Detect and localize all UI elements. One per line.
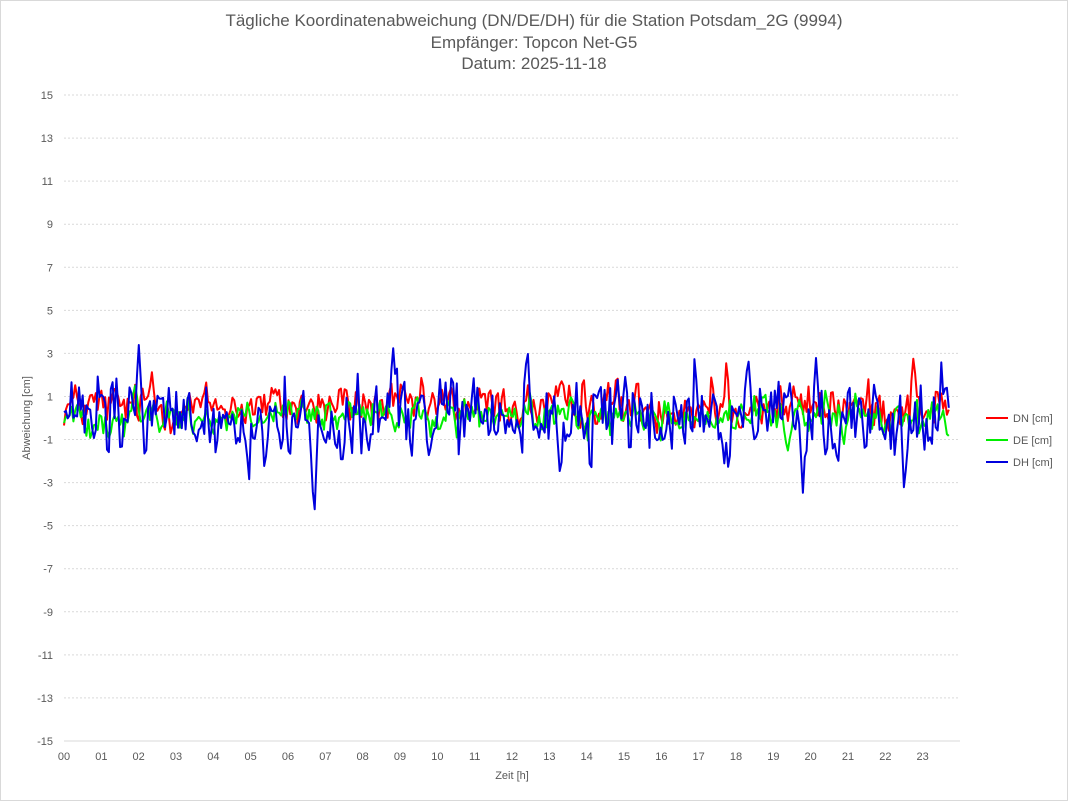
x-tick-label: 21 bbox=[842, 751, 854, 763]
y-tick-labels: 15 13 11 9 7 5 3 1 -1 -3 -5 -7 -9 -11 -13 -15 bbox=[37, 90, 53, 748]
x-tick-label: 10 bbox=[431, 751, 443, 763]
x-tick-labels: 00 01 02 03 04 05 06 07 08 09 10 11 12 13 14 15 16 17 18 19… bbox=[58, 751, 929, 763]
y-tick-label: 7 bbox=[47, 262, 53, 274]
gridlines bbox=[64, 94, 960, 742]
y-tick-label: -7 bbox=[43, 564, 53, 576]
x-tick-label: 16 bbox=[655, 751, 667, 763]
legend: DN [cm] DE [cm] DH [cm] bbox=[986, 413, 1053, 469]
x-tick-label: 02 bbox=[133, 751, 145, 763]
x-tick-label: 01 bbox=[95, 751, 107, 763]
chart-titles: Tägliche Koordinatenabweichung (DN/DE/DH… bbox=[0, 10, 1068, 75]
y-tick-label: -1 bbox=[43, 435, 53, 447]
x-tick-label: 05 bbox=[245, 751, 257, 763]
x-tick-label: 13 bbox=[543, 751, 555, 763]
x-axis-label: Zeit [h] bbox=[495, 770, 529, 782]
x-tick-label: 22 bbox=[879, 751, 891, 763]
y-tick-label: 11 bbox=[42, 176, 53, 188]
y-tick-label: 1 bbox=[47, 391, 53, 403]
x-tick-label: 23 bbox=[917, 751, 929, 763]
y-tick-label: -5 bbox=[43, 521, 53, 533]
y-tick-label: -13 bbox=[37, 693, 53, 705]
series-lines bbox=[63, 344, 950, 511]
y-tick-label: 9 bbox=[47, 219, 53, 231]
y-tick-label: 5 bbox=[47, 305, 53, 317]
chart-title: Tägliche Koordinatenabweichung (DN/DE/DH… bbox=[225, 11, 843, 30]
x-tick-label: 18 bbox=[730, 751, 742, 763]
y-axis-label: Abweichung [cm] bbox=[21, 376, 33, 460]
y-tick-label: -11 bbox=[38, 650, 53, 662]
x-tick-label: 17 bbox=[693, 751, 705, 763]
series-line-dh bbox=[63, 344, 950, 511]
y-tick-label: 13 bbox=[41, 133, 53, 145]
y-tick-label: -3 bbox=[43, 478, 53, 490]
x-tick-label: 14 bbox=[581, 751, 593, 763]
legend-label: DH [cm] bbox=[1013, 457, 1053, 469]
series-line-dn bbox=[63, 357, 950, 435]
x-tick-label: 09 bbox=[394, 751, 406, 763]
legend-label: DN [cm] bbox=[1013, 413, 1053, 425]
x-tick-label: 07 bbox=[319, 751, 331, 763]
x-tick-label: 00 bbox=[58, 751, 70, 763]
legend-label: DE [cm] bbox=[1013, 435, 1052, 447]
x-tick-label: 19 bbox=[767, 751, 779, 763]
y-tick-label: -15 bbox=[37, 736, 53, 748]
y-tick-label: 3 bbox=[47, 348, 53, 360]
x-tick-label: 03 bbox=[170, 751, 182, 763]
chart-subtitle: Empfänger: Topcon Net-G5 bbox=[430, 32, 638, 52]
y-tick-label: 15 bbox=[41, 90, 53, 102]
x-tick-label: 12 bbox=[506, 751, 518, 763]
x-tick-label: 15 bbox=[618, 751, 630, 763]
x-tick-label: 04 bbox=[207, 751, 219, 763]
x-tick-label: 11 bbox=[469, 751, 480, 763]
chart-date: Datum: 2025-11-18 bbox=[461, 54, 607, 73]
x-tick-label: 08 bbox=[357, 751, 369, 763]
x-tick-label: 20 bbox=[805, 751, 817, 763]
y-tick-label: -9 bbox=[43, 607, 53, 619]
x-tick-label: 06 bbox=[282, 751, 294, 763]
